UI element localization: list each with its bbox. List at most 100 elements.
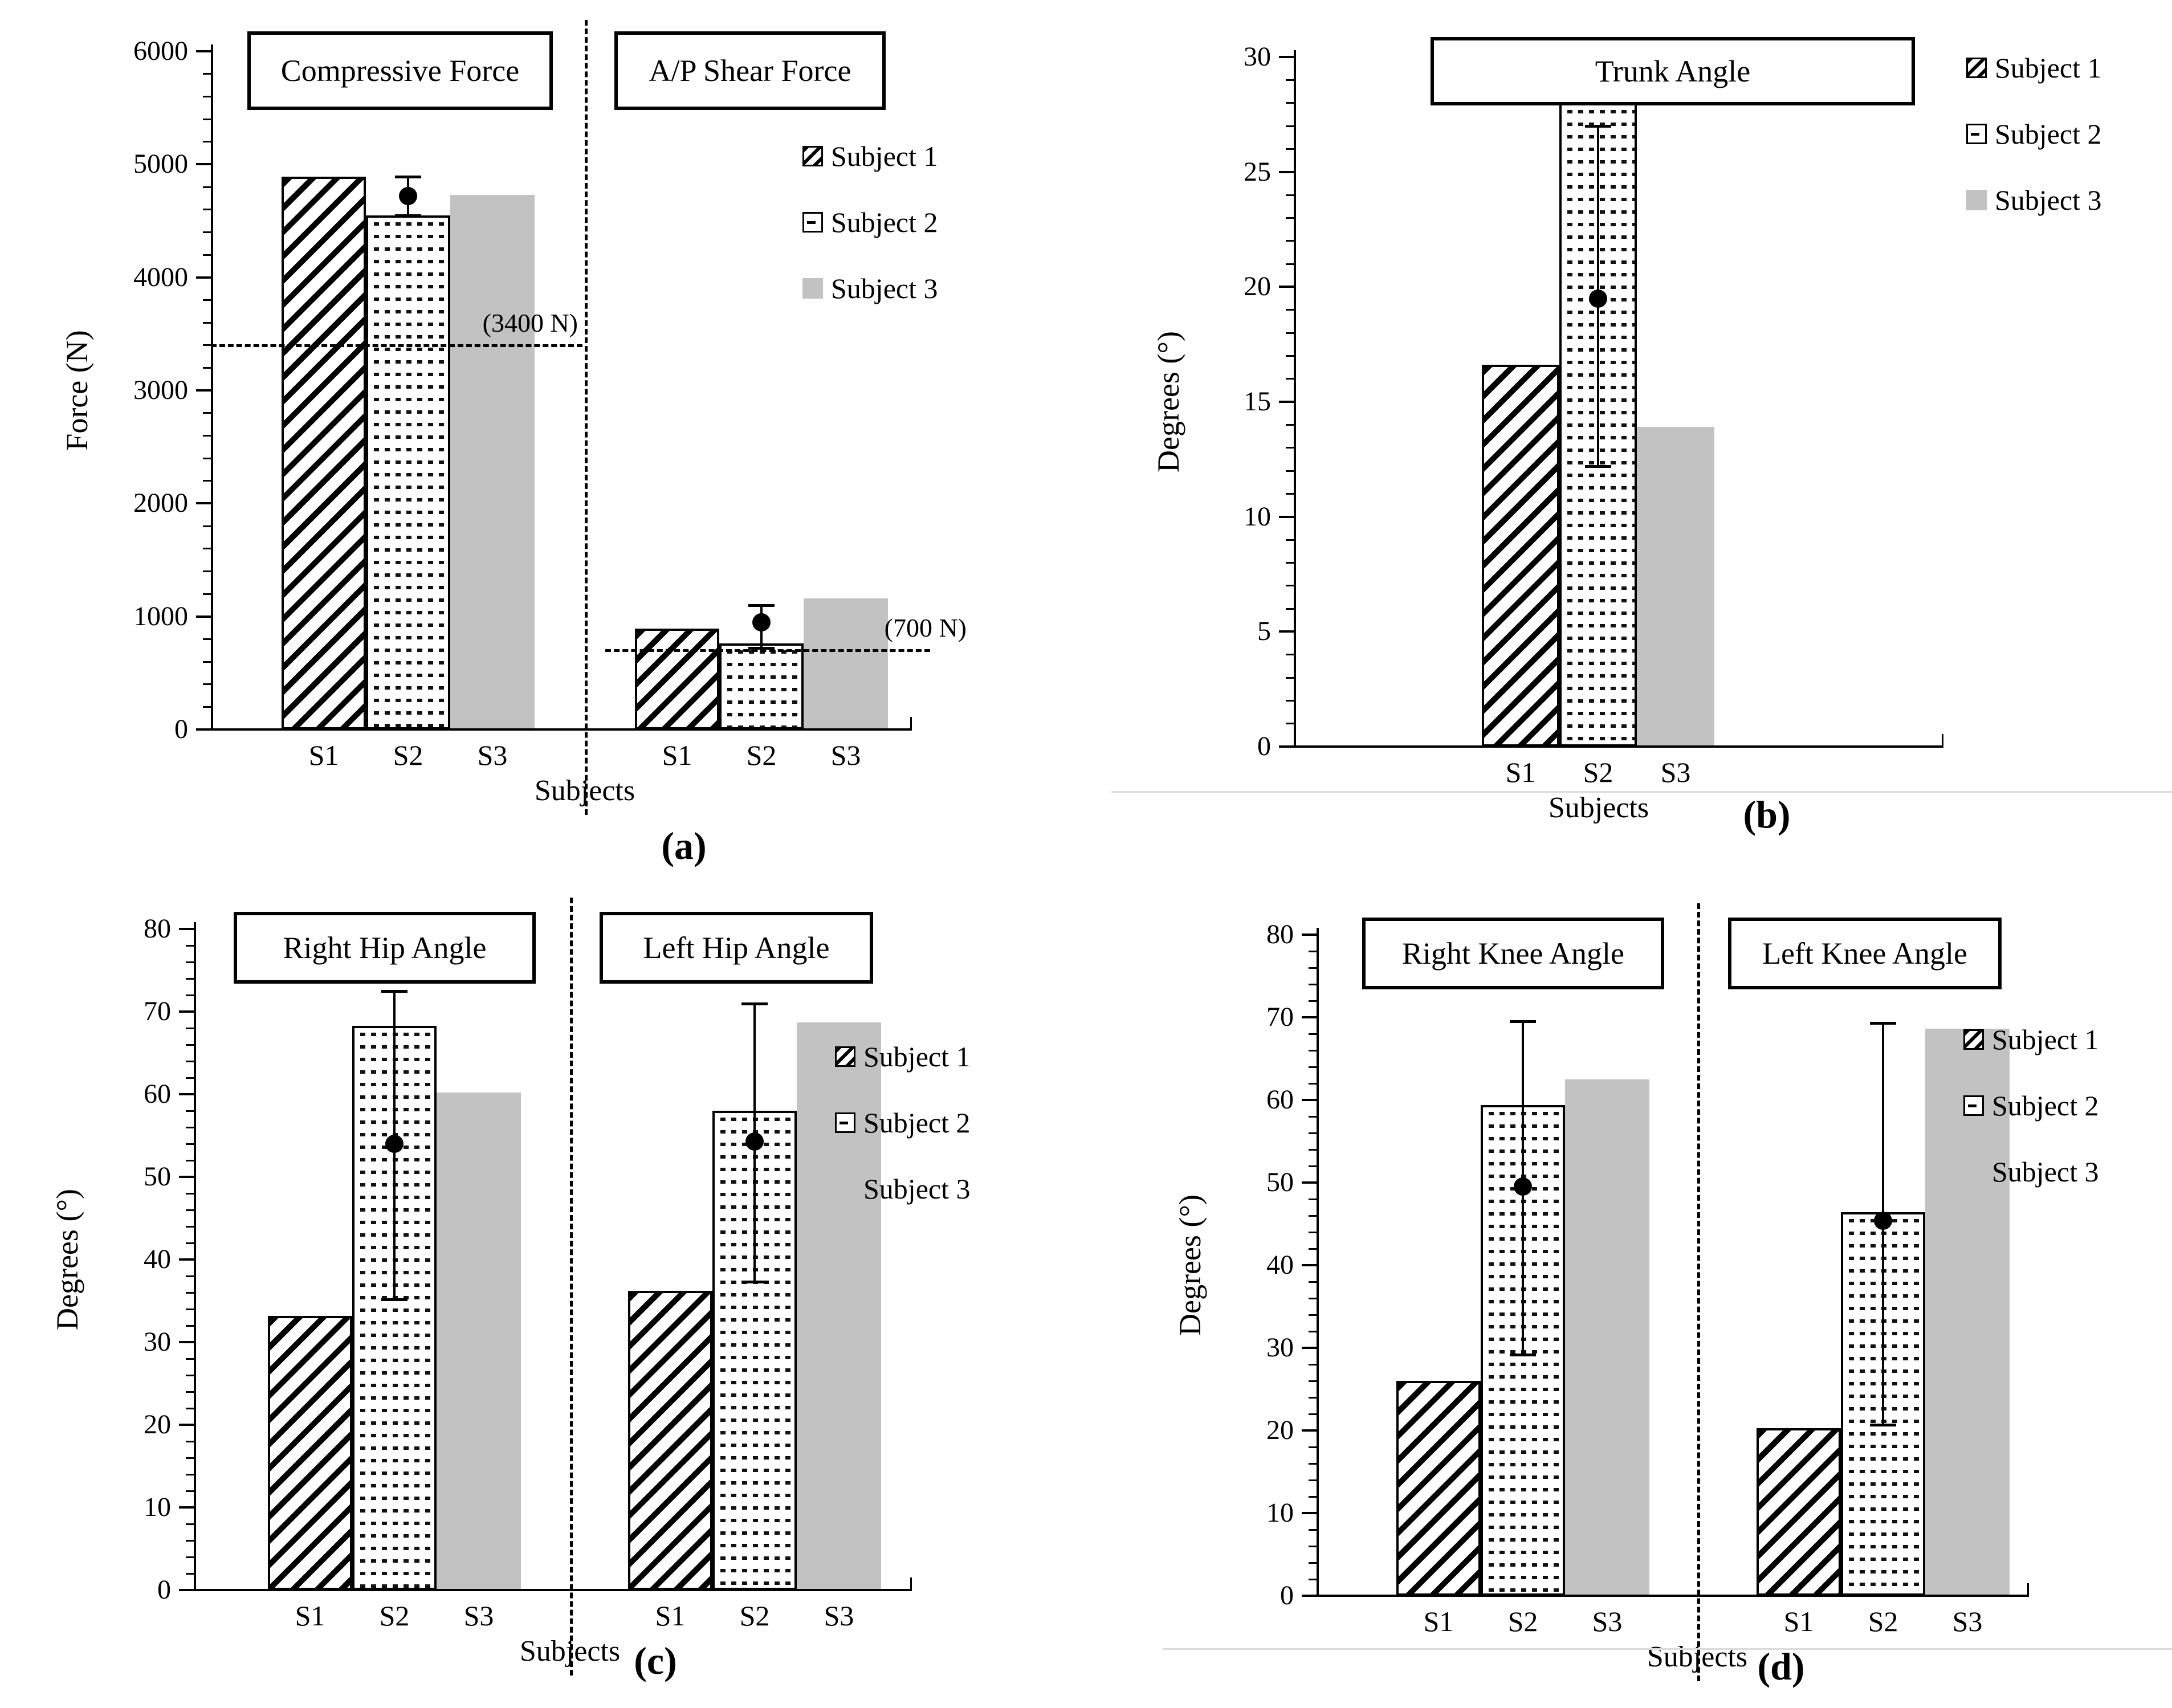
threshold-label: (3400 N) (482, 308, 578, 337)
y-minor-tick (1286, 79, 1294, 81)
bar-subject1-group1 (1396, 1381, 1481, 1596)
y-minor-tick (1309, 1545, 1317, 1547)
y-major-tick (179, 1341, 194, 1343)
y-minor-tick (186, 1225, 194, 1228)
legend-label: Subject 3 (1992, 1156, 2099, 1188)
y-axis-line (211, 44, 213, 731)
x-tick-label: S2 (739, 1600, 770, 1632)
y-minor-tick (1309, 967, 1317, 969)
y-major-tick (179, 1589, 194, 1591)
y-minor-tick (1286, 102, 1294, 104)
y-minor-tick (203, 95, 211, 97)
y-major-tick (1279, 745, 1294, 748)
y-minor-tick (203, 683, 211, 686)
group-title-box: Left Knee Angle (1728, 918, 2002, 989)
x-axis-title: Subjects (1548, 792, 1649, 824)
y-minor-tick (1309, 1231, 1317, 1233)
y-major-tick (1302, 1264, 1317, 1266)
y-minor-tick (1286, 354, 1294, 357)
y-minor-tick (203, 525, 211, 527)
y-axis-line (1294, 50, 1296, 748)
y-minor-tick (1309, 1214, 1317, 1217)
y-minor-tick (1309, 1248, 1317, 1250)
legend-item: Subject 2 (1963, 1089, 2098, 1122)
y-minor-tick (1309, 1562, 1317, 1564)
legend-swatch-dash-mark (840, 1122, 848, 1124)
y-tick-label: 50 (144, 1161, 171, 1192)
y-tick-label: 1000 (133, 601, 188, 631)
y-major-tick (196, 163, 211, 166)
y-minor-tick (1309, 1479, 1317, 1481)
y-tick-label: 70 (144, 996, 171, 1026)
plot-area: S1 S2 S3 Trunk Angle 0 5 10 15 20 25 30 (1244, 37, 1943, 788)
y-minor-tick (203, 638, 211, 640)
error-bar-cap-bottom (1510, 1353, 1536, 1356)
y-major-tick (1302, 1181, 1317, 1184)
y-major-tick (179, 928, 194, 930)
error-bar-cap-top (1870, 1022, 1896, 1025)
separator-line (1163, 1648, 2172, 1650)
y-minor-tick (1286, 447, 1294, 449)
y-minor-tick (186, 1324, 194, 1327)
x-tick-label: S3 (477, 739, 508, 771)
y-major-tick (179, 1176, 194, 1178)
x-tick-label: S1 (295, 1600, 325, 1632)
y-tick-label: 10 (1266, 1498, 1294, 1528)
y-minor-tick (186, 1126, 194, 1128)
y-minor-tick (1309, 1380, 1317, 1382)
threshold-label: (700 N) (884, 613, 967, 643)
error-bar-cap-bottom (1870, 1423, 1896, 1426)
bar-subject1-group2 (628, 1291, 712, 1590)
x-tick-label: S2 (1507, 1605, 1538, 1637)
y-major-tick (179, 1506, 194, 1509)
x-axis-line (1294, 745, 1943, 748)
group-divider-dashed-line (1697, 903, 1700, 1681)
y-major-tick (196, 389, 211, 392)
x-axis-end-tick (910, 1577, 912, 1589)
legend-label: Subject 3 (1995, 184, 2102, 216)
bar-subject2-group1 (352, 1025, 437, 1590)
legend-item: Subject 1 (1963, 1023, 2098, 1056)
bar-subject1-group2 (1757, 1428, 1841, 1596)
y-minor-tick (1286, 654, 1294, 656)
y-tick-label: 2000 (133, 488, 188, 519)
x-tick-label: S3 (824, 1600, 854, 1632)
y-minor-tick (1309, 1297, 1317, 1299)
error-bar-mean-dot (1514, 1177, 1532, 1196)
y-minor-tick (186, 1374, 194, 1376)
legend-label: Subject 1 (1992, 1024, 2099, 1055)
y-minor-tick (1309, 1066, 1317, 1068)
error-bar-cap-top (381, 989, 407, 993)
y-major-tick (196, 615, 211, 618)
error-bar-cap-top (1585, 125, 1611, 128)
legend-swatch-dash (835, 1112, 855, 1133)
error-bar-cap-bottom (395, 214, 421, 217)
separator-line (1111, 791, 2172, 793)
legend-swatch-dash (1963, 1095, 1984, 1116)
y-minor-tick (203, 254, 211, 256)
y-tick-label: 0 (174, 714, 188, 744)
y-minor-tick (1286, 699, 1294, 702)
y-major-tick (1302, 1347, 1317, 1349)
group-title-box: A/P Shear Force (614, 31, 886, 110)
legend-label: Subject 3 (831, 272, 938, 304)
y-minor-tick (186, 1539, 194, 1542)
y-major-tick (179, 1010, 194, 1013)
panel-caption: (b) (1743, 793, 1791, 836)
y-minor-tick (1309, 1000, 1317, 1002)
group-title-box: Compressive Force (247, 31, 553, 110)
y-minor-tick (1286, 470, 1294, 472)
y-tick-label: 10 (144, 1492, 171, 1522)
legend-item: Subject 3 (835, 1172, 970, 1205)
legend: Subject 1 Subject 2 Subject 3 (1966, 51, 2101, 250)
legend-item: Subject 3 (1966, 184, 2101, 217)
y-minor-tick (203, 661, 211, 663)
y-minor-tick (1309, 983, 1317, 985)
error-bar-cap-bottom (1585, 464, 1611, 468)
x-tick-label: S1 (655, 1600, 686, 1632)
y-minor-tick (186, 1027, 194, 1029)
bar-subject1-group1 (282, 177, 366, 729)
bar-subject3-group2 (804, 598, 888, 729)
legend-swatch-dash (1966, 124, 1987, 144)
legend-item: Subject 3 (802, 272, 938, 305)
